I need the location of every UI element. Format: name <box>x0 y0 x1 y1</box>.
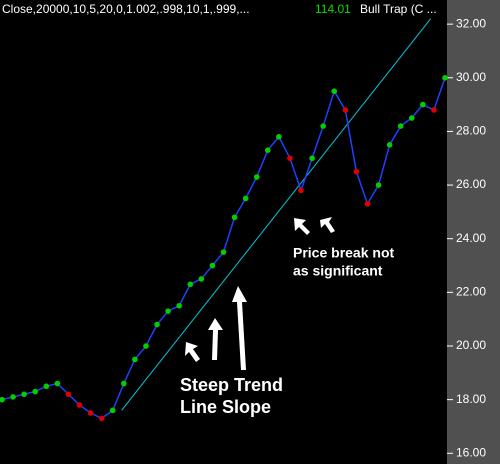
price-point <box>87 410 94 416</box>
price-point <box>364 201 371 207</box>
price-point <box>43 383 50 390</box>
annotation: Steep Trend <box>180 375 283 395</box>
price-point <box>386 142 393 148</box>
price-point <box>10 394 16 400</box>
y-tick-label: 24.00 <box>456 231 486 245</box>
price-point <box>76 402 83 408</box>
price-point <box>32 388 39 395</box>
price-point <box>132 356 138 363</box>
price-point <box>431 107 437 113</box>
price-point <box>231 214 238 221</box>
price-point <box>375 182 382 188</box>
y-tick-label: 18.00 <box>456 392 486 406</box>
y-tick-label: 20.00 <box>456 338 486 352</box>
price-point <box>353 168 360 175</box>
trend-line <box>121 18 431 411</box>
price-point <box>198 276 205 282</box>
y-tick-label: 30.00 <box>456 70 486 84</box>
header-last: 114.01 <box>315 2 351 16</box>
price-point <box>54 380 61 387</box>
y-tick-label: 28.00 <box>456 124 486 138</box>
y-tick-label: 22.00 <box>456 285 486 299</box>
price-point <box>242 195 249 202</box>
price-point <box>187 281 194 288</box>
price-point <box>320 123 326 129</box>
y-tick-label: 16.00 <box>456 445 486 459</box>
annotation: Line Slope <box>180 397 271 417</box>
price-point <box>298 187 304 194</box>
arrow <box>320 217 335 233</box>
price-point <box>265 147 271 153</box>
arrows <box>185 217 335 370</box>
price-point <box>442 74 448 81</box>
price-point <box>408 115 415 121</box>
price-point <box>209 262 216 269</box>
arrow <box>185 342 200 362</box>
price-point <box>420 101 426 108</box>
price-point <box>0 396 5 403</box>
annotation: Price break not <box>293 245 394 261</box>
arrow <box>208 318 223 360</box>
price-point <box>309 155 315 162</box>
price-point <box>109 407 116 414</box>
price-point <box>143 343 149 349</box>
price-point <box>176 302 182 309</box>
header-name: Bull Trap (C ... <box>360 2 437 16</box>
y-tick-label: 26.00 <box>456 177 486 191</box>
arrow <box>294 218 310 235</box>
price-point <box>253 174 260 180</box>
price-point <box>331 88 338 94</box>
header-study: Close,20000,10,5,20,0,1.002,.998,10,1,.9… <box>2 2 250 16</box>
price-point <box>397 123 404 129</box>
price-point <box>121 380 127 387</box>
price-point <box>220 249 227 255</box>
price-point <box>21 391 27 398</box>
price-point <box>65 391 72 398</box>
y-axis-panel <box>447 0 500 464</box>
price-point <box>154 321 160 328</box>
arrow <box>232 286 247 370</box>
y-tick-label: 32.00 <box>456 16 486 30</box>
price-point <box>98 415 105 422</box>
price-point <box>287 155 293 162</box>
price-point <box>342 107 349 113</box>
price-point <box>276 133 282 140</box>
annotation: as significant <box>293 263 383 279</box>
price-point <box>165 308 171 314</box>
